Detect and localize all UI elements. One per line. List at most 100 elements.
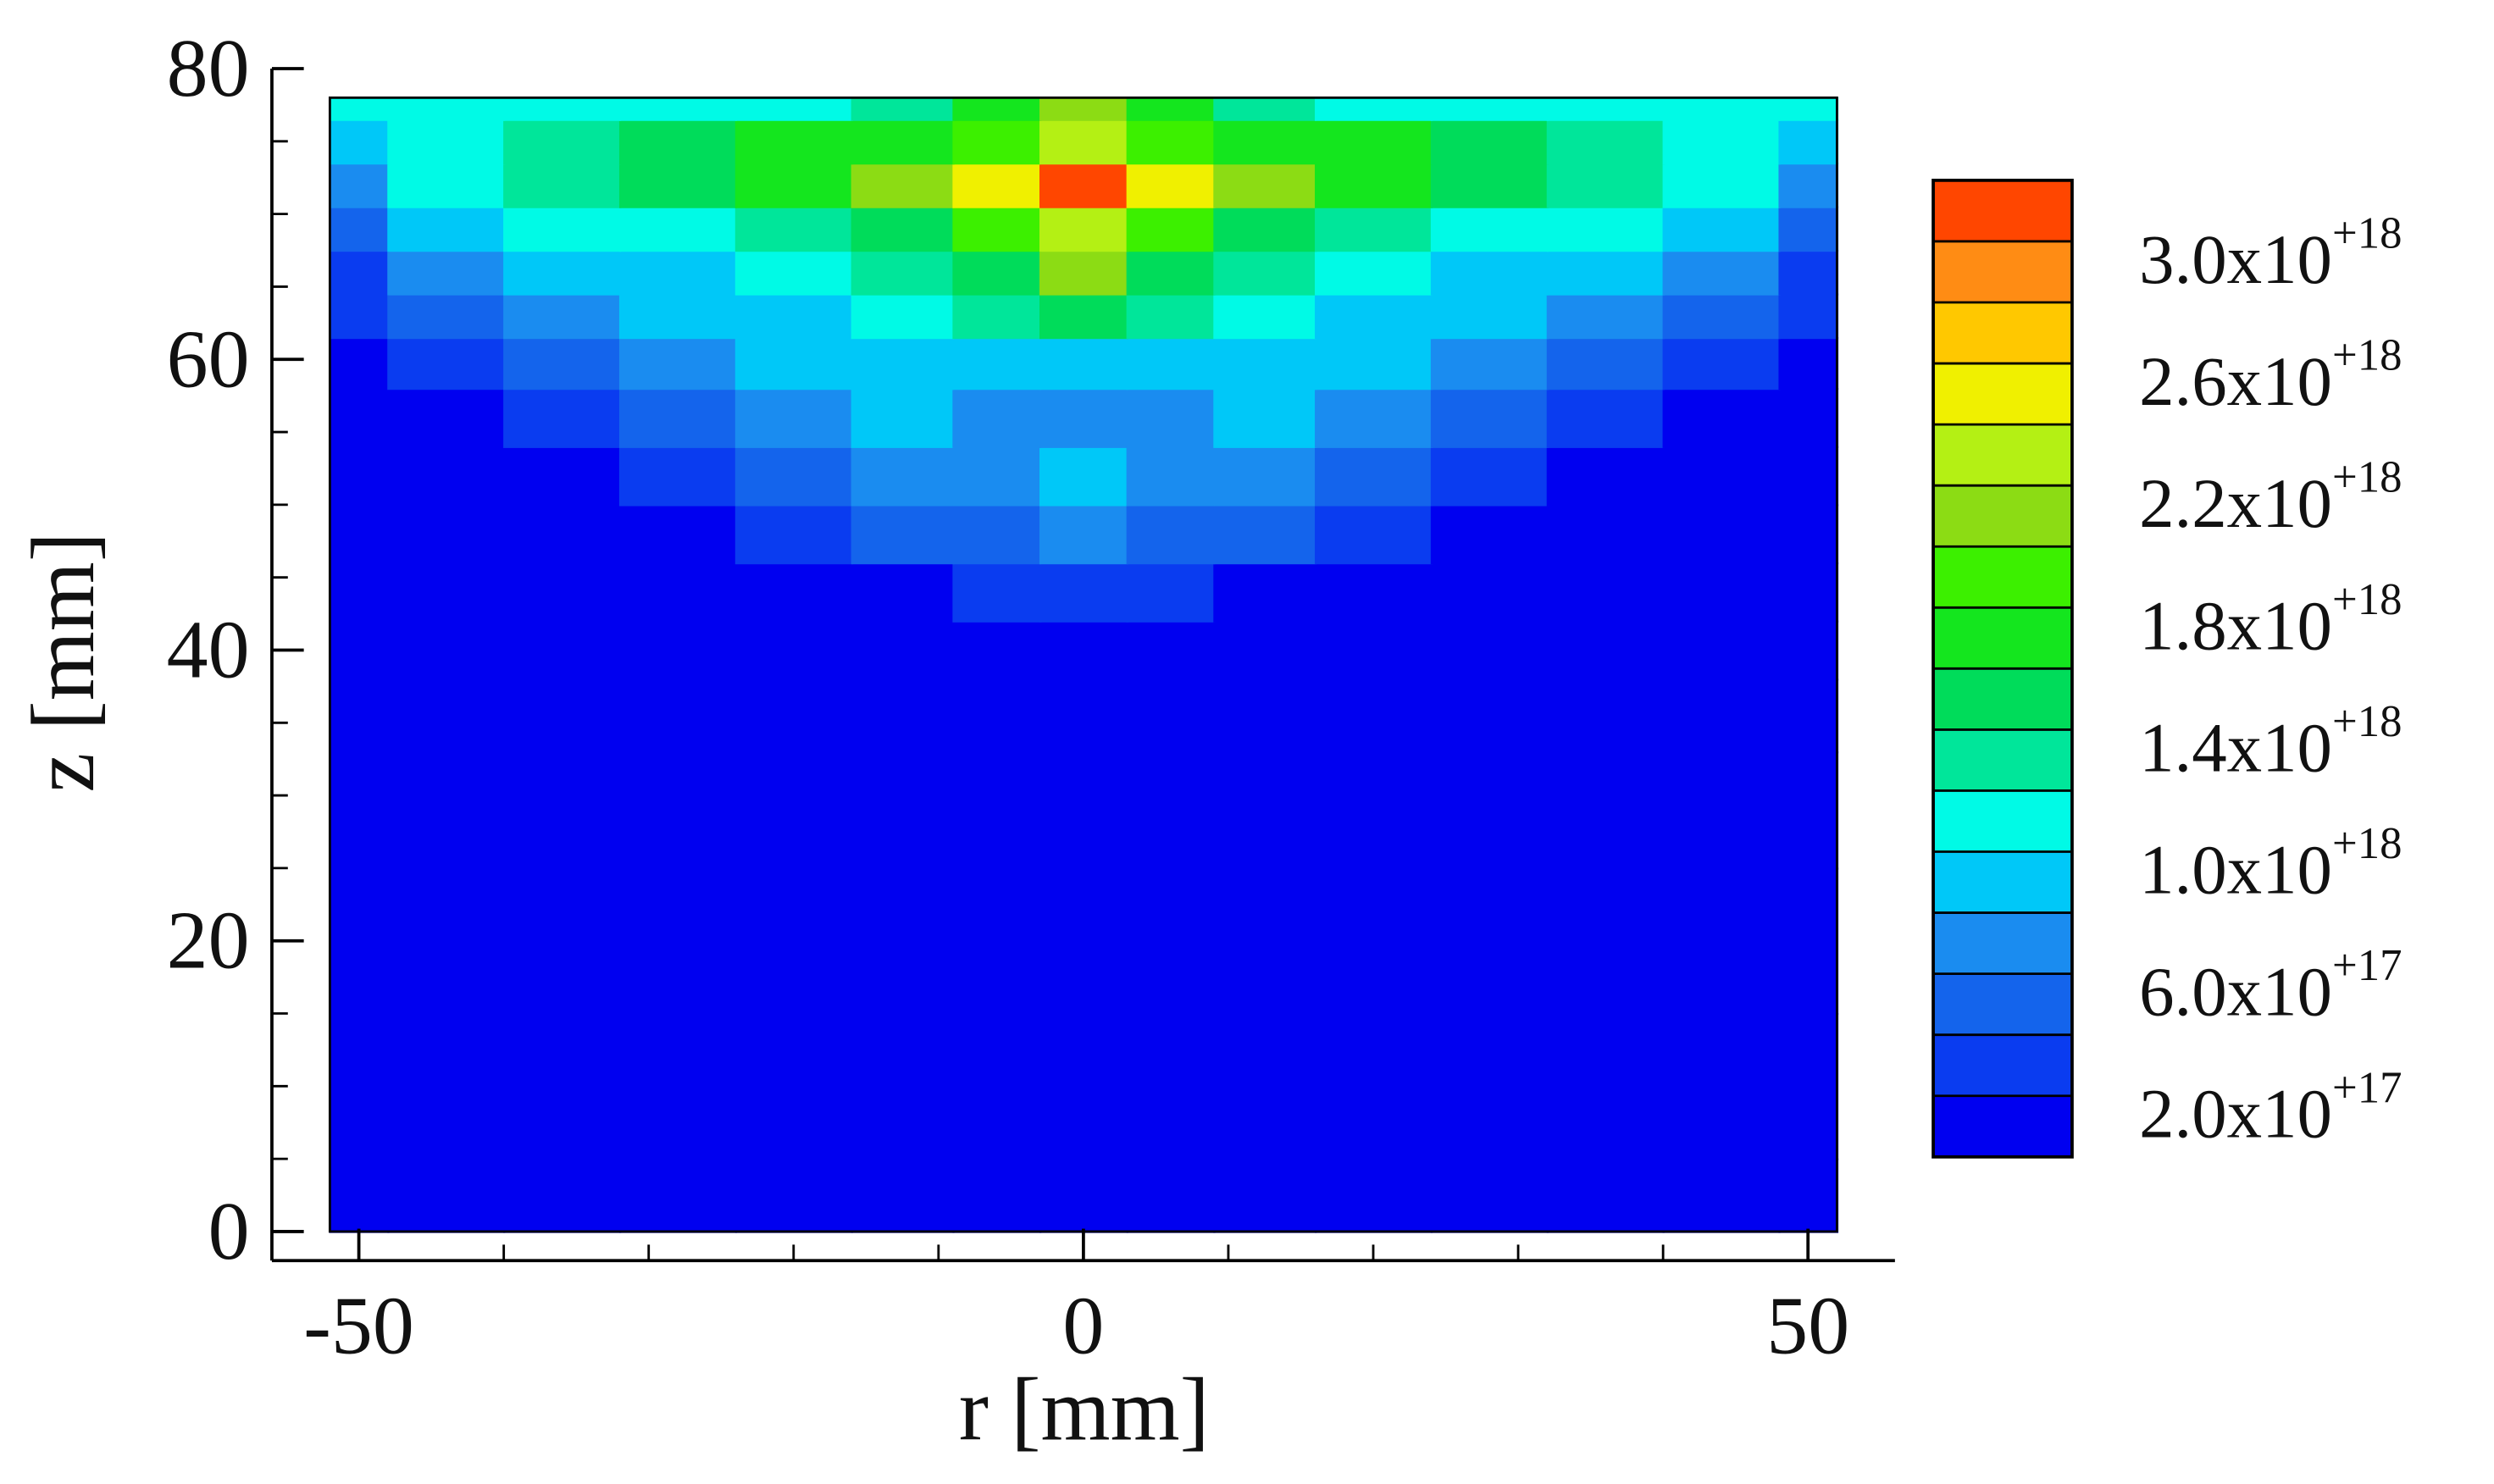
contour-cell — [1546, 620, 1665, 681]
contour-cell — [1039, 1158, 1128, 1233]
contour-cell — [503, 562, 622, 623]
contour-cell — [618, 751, 738, 870]
contour-cell — [1778, 867, 1839, 1016]
contour-cell — [1213, 446, 1317, 507]
contour-cell — [1430, 336, 1549, 390]
contour-cell — [1126, 206, 1216, 252]
colorbar-tick-exponent: +17 — [2332, 941, 2402, 990]
contour-cell — [734, 446, 853, 507]
contour-cell — [329, 249, 390, 296]
contour-cell — [1662, 97, 1781, 121]
x-tick-label: -50 — [303, 1281, 414, 1372]
contour-cell — [1126, 336, 1216, 390]
colorbar-band — [1933, 912, 2072, 975]
y-tick-label: 0 — [208, 1186, 250, 1277]
contour-cell — [387, 562, 506, 623]
contour-cell — [1213, 293, 1317, 340]
contour-cell — [503, 620, 622, 681]
contour-cell — [1213, 249, 1317, 296]
colorbar-tick-exponent: +18 — [2332, 453, 2402, 502]
contour-cell — [734, 751, 853, 870]
contour-cell — [1778, 751, 1839, 870]
contour-cell — [618, 678, 738, 754]
contour-cell — [329, 97, 390, 121]
contour-cell — [1430, 387, 1549, 448]
colorbar-tick-mantissa: 2.6x10 — [2139, 342, 2332, 420]
contour-cell — [329, 1158, 390, 1233]
contour-cell — [1546, 446, 1665, 507]
contour-cell — [1315, 620, 1433, 681]
contour-cell — [1430, 867, 1549, 1016]
x-tick-label: 0 — [1062, 1281, 1104, 1372]
contour-cell — [1126, 119, 1216, 165]
contour-cell — [1315, 162, 1433, 208]
contour-cell — [1039, 1012, 1128, 1160]
colorbar-band — [1933, 363, 2072, 426]
contour-cell — [387, 206, 506, 252]
contour-cell — [1778, 504, 1839, 565]
contour-cell — [387, 336, 506, 390]
contour-cell — [1315, 446, 1433, 507]
contour-cell — [329, 504, 390, 565]
contour-cell — [1213, 336, 1317, 390]
contour-cell — [1778, 119, 1839, 165]
contour-cell — [734, 562, 853, 623]
contour-cell — [618, 336, 738, 390]
contour-cell — [1039, 249, 1128, 296]
contour-cell — [618, 206, 738, 252]
colorbar-tick-label: 6.0x10+17 — [2139, 941, 2402, 1030]
contour-cell — [952, 751, 1042, 870]
contour-cell — [1546, 162, 1665, 208]
contour-cell — [387, 678, 506, 754]
contour-cell — [952, 620, 1042, 681]
contour-cell — [1315, 387, 1433, 448]
contour-cell — [1315, 249, 1433, 296]
contour-cell — [387, 751, 506, 870]
x-axis-label: r [mm] — [959, 1359, 1210, 1459]
contour-cell — [503, 751, 622, 870]
contour-cell — [1126, 678, 1216, 754]
contour-cell — [1662, 162, 1781, 208]
contour-cell — [1546, 249, 1665, 296]
colorbar-band — [1933, 180, 2072, 242]
contour-cell — [1430, 1158, 1549, 1233]
contour-cell — [1213, 97, 1317, 121]
contour-cell — [1315, 562, 1433, 623]
contour-cell — [734, 119, 853, 165]
contour-cell — [503, 867, 622, 1016]
contour-cell — [1662, 620, 1781, 681]
contour-cell — [1039, 678, 1128, 754]
contour-cell — [1126, 751, 1216, 870]
contour-cell — [734, 867, 853, 1016]
contour-cell — [1430, 620, 1549, 681]
contour-cell — [734, 678, 853, 754]
contour-cell — [387, 387, 506, 448]
contour-cell — [503, 97, 622, 121]
contour-cell — [952, 446, 1042, 507]
contour-cell — [1430, 206, 1549, 252]
colorbar-tick-exponent: +18 — [2332, 208, 2402, 257]
contour-cell — [734, 206, 853, 252]
contour-cell — [329, 678, 390, 754]
contour-cell — [1213, 1158, 1317, 1233]
contour-cell — [734, 336, 853, 390]
contour-cell — [618, 1158, 738, 1233]
contour-cell — [387, 97, 506, 121]
colorbar-band — [1933, 1034, 2072, 1097]
contour-cell — [1662, 1158, 1781, 1233]
colorbar-band — [1933, 546, 2072, 609]
colorbar-band — [1933, 241, 2072, 303]
contour-cell — [1126, 1158, 1216, 1233]
contour-cell — [618, 446, 738, 507]
contour-cell — [1546, 867, 1665, 1016]
contour-cell — [1662, 336, 1781, 390]
contour-cell — [387, 293, 506, 340]
contour-cell — [1778, 249, 1839, 296]
contour-cell — [1662, 293, 1781, 340]
contour-cell — [1546, 751, 1665, 870]
contour-cell — [1126, 504, 1216, 565]
contour-cell — [952, 1012, 1042, 1160]
contour-cell — [952, 504, 1042, 565]
